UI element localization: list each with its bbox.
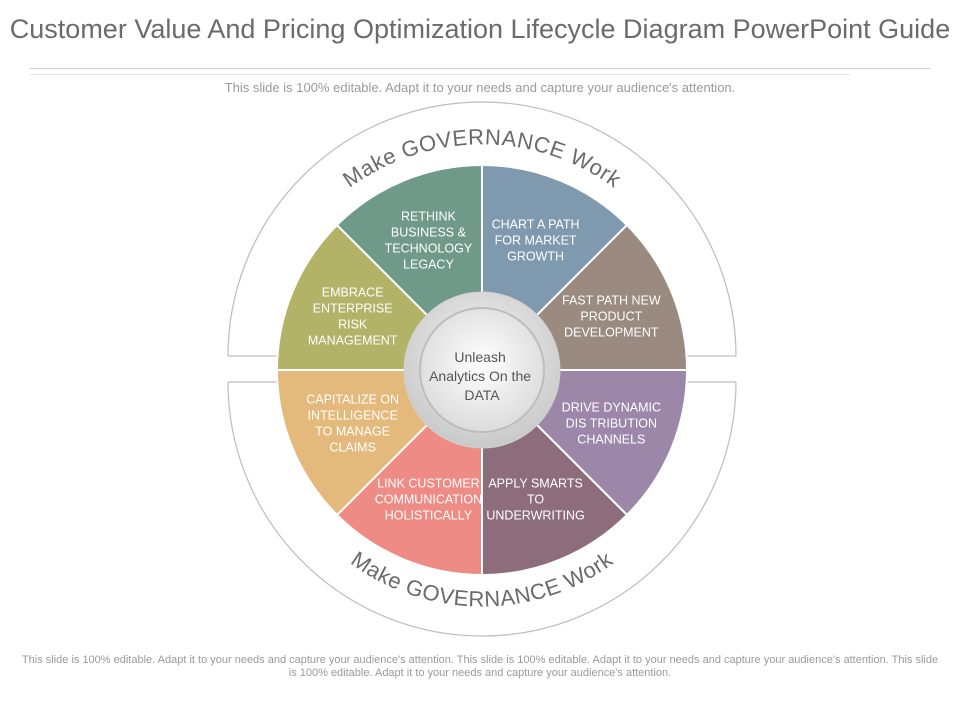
segment-label-fast-path: FAST PATH NEW PRODUCT DEVELOPMENT <box>562 293 661 339</box>
title-divider-secondary <box>30 74 850 75</box>
segment-group: CHART A PATH FOR MARKET GROWTH FAST PATH NE… <box>275 163 689 577</box>
footer-note: This slide is 100% editable. Adapt it to… <box>21 654 939 679</box>
segment-label-capitalize: CAPITALIZE ON INTELLIGENCE TO MANAGE CLAIMS <box>306 393 399 455</box>
title-divider <box>30 68 930 69</box>
segment-label-drive-dynamic: DRIVE DYNAMIC DIS TRIBUTION CHANNELS <box>562 401 661 447</box>
segment-label-rethink: RETHINK BUSINESS & TECHNOLOGY LEGACY <box>385 210 473 272</box>
subtitle: This slide is 100% editable. Adapt it to… <box>224 80 736 95</box>
center-label: Unleash Analytics On the DATA <box>429 349 535 403</box>
governance-ring-bottom <box>227 381 737 637</box>
segment-label-link-customer: LINK CUSTOMER COMMUNICATION HOLISTICALLY <box>375 476 482 522</box>
page-title: Customer Value And Pricing Optimization … <box>9 14 951 44</box>
segment-label-embrace: EMBRACE ENTERPRISE RISK MANAGEMENT <box>308 285 398 347</box>
governance-ring-top <box>227 101 737 357</box>
segment-label-chart-path: CHART A PATH FOR MARKET GROWTH <box>492 218 580 264</box>
center-hub <box>419 307 545 433</box>
segment-label-apply-smarts: APPLY SMARTS TO UNDERWRITING <box>486 476 584 522</box>
